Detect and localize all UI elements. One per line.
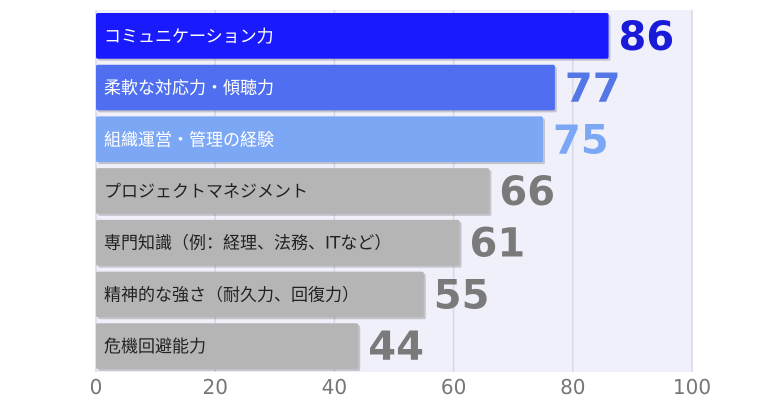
bar xyxy=(96,64,555,111)
bar xyxy=(96,219,460,266)
x-tick-label: 40 xyxy=(322,375,347,399)
bar-category-label: プロジェクトマネジメント xyxy=(104,182,308,202)
bar-category-label: 柔軟な対応力・傾聴力 xyxy=(104,79,274,99)
bar-category-label: 危機回避能力 xyxy=(104,337,206,357)
bar-value-label: 55 xyxy=(434,272,490,318)
bars: コミュニケーション力 86 柔軟な対応力・傾聴力 77 組織運営・管理の経験 75 プロジェ… xyxy=(96,13,674,371)
x-tick-label: 0 xyxy=(90,375,103,399)
bar-value-label: 66 xyxy=(499,169,555,215)
bar-value-label: 77 xyxy=(565,66,621,112)
bar xyxy=(96,116,543,163)
x-tick-label: 20 xyxy=(202,375,227,399)
bar xyxy=(96,13,609,59)
x-tick-label: 60 xyxy=(441,375,466,399)
bar-value-label: 44 xyxy=(368,324,424,370)
x-tick-label: 80 xyxy=(560,375,585,399)
bar-category-label: 専門知識（例：経理、法務、ITなど） xyxy=(104,234,391,254)
bar xyxy=(96,271,424,318)
bar-value-label: 61 xyxy=(470,221,526,267)
bar-value-label: 86 xyxy=(619,14,675,60)
bar-category-label: 精神的な強さ（耐久力、回復力） xyxy=(104,285,359,305)
bar xyxy=(96,323,359,369)
bar-category-label: 組織運営・管理の経験 xyxy=(104,130,274,150)
bar xyxy=(96,168,490,214)
bar-category-label: コミュニケーション力 xyxy=(104,27,274,47)
x-axis-ticks: 0 20 40 60 80 100 xyxy=(90,375,711,399)
x-tick-label: 100 xyxy=(673,375,711,399)
bar-value-label: 75 xyxy=(553,117,609,163)
